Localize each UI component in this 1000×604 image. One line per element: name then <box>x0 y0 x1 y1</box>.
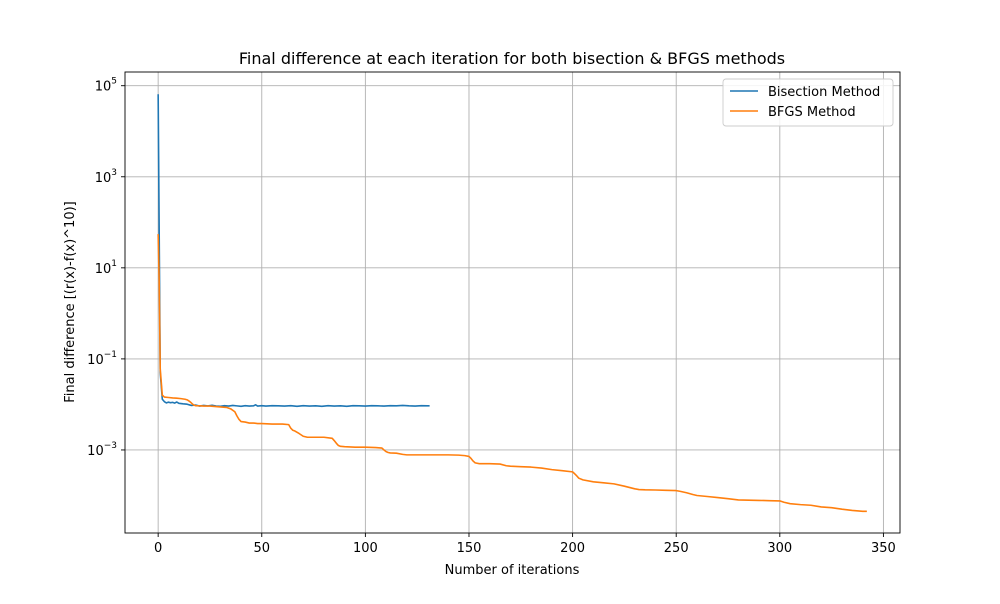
y-tick-exponent: 5 <box>111 77 117 87</box>
x-tick-label: 250 <box>664 541 689 556</box>
x-tick-label: 300 <box>767 541 792 556</box>
x-tick-label: 350 <box>871 541 896 556</box>
series-layer <box>157 94 867 513</box>
y-tick-label: 105 <box>95 77 117 95</box>
y-tick-label: 103 <box>95 168 117 186</box>
series-line-bfgs <box>157 234 867 513</box>
x-tick-label: 100 <box>353 541 378 556</box>
y-tick-label: 10−3 <box>87 441 117 459</box>
chart-title: Final difference at each iteration for b… <box>239 49 785 68</box>
y-tick-base: 10 <box>87 353 104 368</box>
y-axis-label: Final difference [(r(x)-f(x)^10)] <box>63 201 78 403</box>
grid-lines <box>125 72 900 533</box>
y-tick-exponent: −3 <box>104 441 117 451</box>
plot-frame <box>124 71 901 534</box>
y-tick-exponent: 3 <box>111 168 117 178</box>
legend: Bisection Method BFGS Method <box>722 78 894 127</box>
y-tick-base: 10 <box>95 171 112 186</box>
legend-box <box>722 78 894 127</box>
x-axis: 0 50 100 150 200 250 300 350 <box>154 533 896 556</box>
y-tick-base: 10 <box>95 80 112 95</box>
series-line-bisection <box>157 94 430 408</box>
y-tick-label: 101 <box>95 259 117 277</box>
x-tick-label: 0 <box>154 541 162 556</box>
legend-label-bisection: Bisection Method <box>768 85 880 100</box>
x-tick-label: 150 <box>457 541 482 556</box>
x-tick-label: 50 <box>253 541 270 556</box>
x-tick-label: 200 <box>560 541 585 556</box>
y-tick-base: 10 <box>95 262 112 277</box>
y-tick-base: 10 <box>87 444 104 459</box>
x-axis-label: Number of iterations <box>445 563 580 578</box>
y-tick-exponent: 1 <box>111 259 117 269</box>
legend-label-bfgs: BFGS Method <box>768 105 856 120</box>
y-tick-exponent: −1 <box>104 350 117 360</box>
y-tick-label: 10−1 <box>87 350 117 368</box>
